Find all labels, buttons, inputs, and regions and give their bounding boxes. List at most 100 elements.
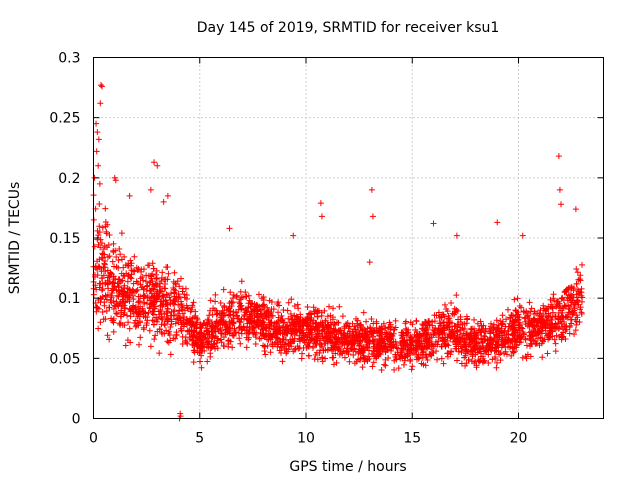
data-point [308, 324, 315, 331]
data-point [245, 336, 252, 343]
data-point [138, 266, 145, 273]
data-point [144, 300, 151, 307]
data-point [136, 313, 143, 320]
data-point [272, 332, 279, 339]
data-point [248, 310, 255, 317]
data-point [93, 120, 100, 127]
data-point [327, 330, 334, 337]
data-point [147, 186, 154, 193]
data-point [298, 322, 305, 329]
data-point [107, 270, 114, 277]
data-point [441, 330, 448, 337]
data-point [333, 359, 340, 366]
data-point [225, 338, 232, 345]
y-tick-label: 0.25 [49, 111, 80, 127]
data-point [153, 318, 160, 325]
data-point [558, 201, 564, 208]
data-point [124, 289, 131, 296]
data-point [473, 362, 480, 369]
data-point [352, 348, 359, 355]
data-point [549, 309, 556, 316]
data-point [246, 328, 253, 335]
data-point [97, 82, 104, 89]
data-point [433, 348, 440, 355]
data-point [348, 346, 355, 353]
data-point [480, 345, 487, 352]
data-point [110, 305, 117, 312]
data-point [363, 318, 370, 325]
data-point [527, 337, 534, 344]
data-point [176, 283, 183, 290]
data-point [106, 304, 113, 311]
data-point [102, 292, 109, 299]
data-point [281, 346, 288, 353]
data-point [133, 278, 140, 285]
data-point [198, 364, 205, 371]
data-point [400, 361, 407, 368]
x-tick-label: 5 [195, 431, 204, 447]
data-point [172, 280, 179, 287]
data-point [369, 363, 376, 370]
data-point [236, 335, 243, 342]
data-point [494, 359, 501, 366]
data-point [512, 337, 519, 344]
data-point [283, 330, 290, 337]
data-point [101, 302, 108, 309]
data-point [215, 320, 222, 327]
data-point [508, 311, 515, 318]
data-point [251, 329, 258, 336]
data-point [518, 334, 525, 341]
data-point [490, 321, 497, 328]
data-point [164, 301, 171, 308]
data-point [171, 269, 178, 276]
y-tick-label: 0.15 [49, 231, 80, 247]
data-point [381, 361, 388, 368]
data-point [363, 342, 370, 349]
data-point [452, 308, 459, 315]
data-point [190, 299, 197, 306]
data-point [235, 329, 242, 336]
data-point [104, 332, 111, 339]
data-point [403, 332, 410, 339]
data-point [241, 311, 248, 318]
data-point [98, 240, 105, 247]
data-point [161, 322, 168, 329]
data-point [380, 336, 387, 343]
data-point [545, 312, 552, 319]
data-point [122, 342, 129, 349]
data-point [367, 324, 374, 331]
data-point [275, 314, 282, 321]
data-point [152, 332, 159, 339]
data-point [481, 327, 488, 334]
data-point [349, 320, 356, 327]
data-point [190, 359, 197, 366]
data-point [127, 339, 134, 346]
data-point [329, 329, 336, 336]
data-point [149, 308, 156, 315]
data-point [350, 336, 357, 343]
data-point [290, 232, 297, 239]
data-point [255, 291, 262, 298]
data-point [204, 321, 211, 328]
data-point [251, 313, 258, 320]
data-point [475, 358, 482, 365]
data-point [493, 332, 500, 339]
data-point [185, 317, 192, 324]
data-point [210, 305, 217, 312]
data-point [288, 296, 295, 303]
data-point [159, 316, 166, 323]
data-point [374, 342, 381, 349]
data-point [99, 83, 105, 90]
data-point [127, 257, 134, 264]
data-point [167, 300, 174, 307]
data-point [528, 332, 535, 339]
data-point [416, 343, 423, 350]
data-point [317, 347, 324, 354]
data-point [516, 327, 523, 334]
data-point [448, 348, 455, 355]
data-point [129, 292, 136, 299]
data-point [120, 264, 127, 271]
data-point [114, 302, 121, 309]
grid [93, 57, 604, 419]
